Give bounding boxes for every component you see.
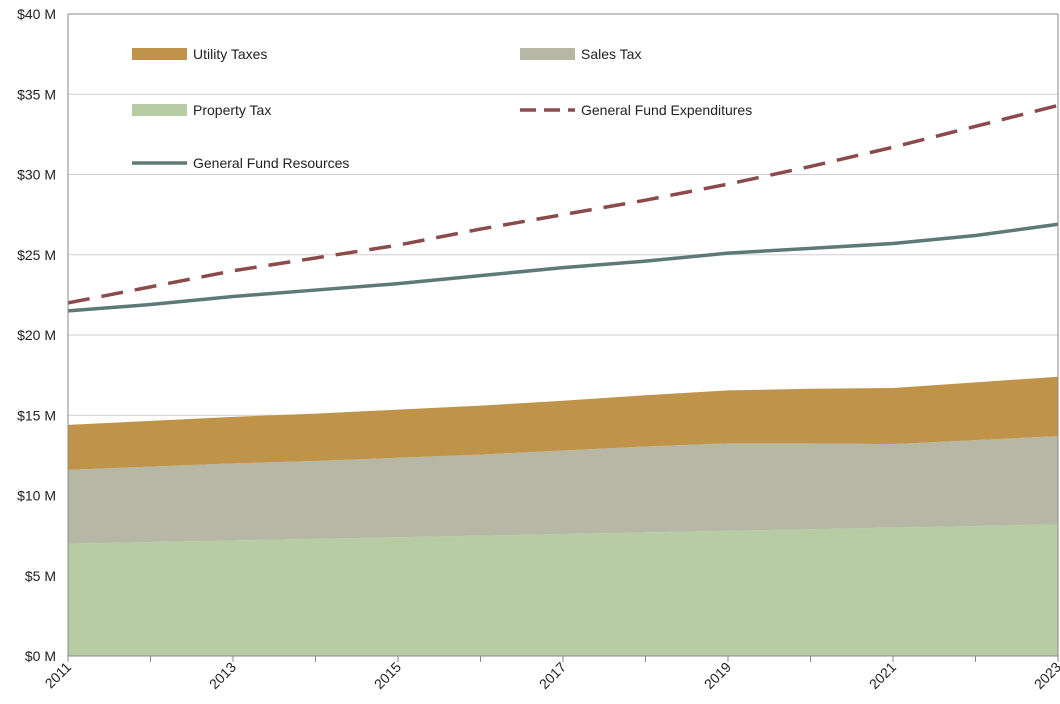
line-general-fund-resources xyxy=(67,222,1059,313)
legend-item: Utility Taxes xyxy=(132,46,267,62)
legend-label: General Fund Resources xyxy=(193,155,349,171)
area-property-tax xyxy=(68,524,1058,656)
y-tick-label: $0 M xyxy=(25,648,56,664)
x-tick-label: 2015 xyxy=(371,659,404,692)
y-tick-label: $20 M xyxy=(17,327,56,343)
legend-swatch xyxy=(132,104,187,116)
legend-label: Property Tax xyxy=(193,102,271,118)
y-tick-label: $35 M xyxy=(17,86,56,102)
y-tick-label: $25 M xyxy=(17,247,56,263)
legend-swatch xyxy=(132,48,187,60)
area-sales-tax xyxy=(68,436,1058,544)
x-tick-label: 2017 xyxy=(536,659,569,692)
y-tick-label: $30 M xyxy=(17,167,56,183)
y-tick-label: $15 M xyxy=(17,407,56,423)
y-tick-label: $40 M xyxy=(17,6,56,22)
x-tick-label: 2019 xyxy=(701,659,734,692)
legend-swatch xyxy=(520,48,575,60)
legend-item: General Fund Expenditures xyxy=(520,102,752,118)
legend-label: General Fund Expenditures xyxy=(581,102,752,118)
line-general-fund-expenditures xyxy=(67,103,1059,305)
stacked-areas xyxy=(68,376,1058,656)
legend: Utility Taxes Sales Tax Property Tax Genera… xyxy=(132,46,752,171)
x-tick-label: 2023 xyxy=(1031,659,1060,692)
y-tick-label: $5 M xyxy=(25,568,56,584)
legend-item: General Fund Resources xyxy=(132,155,349,171)
y-tick-label: $10 M xyxy=(17,488,56,504)
legend-item: Sales Tax xyxy=(520,46,641,62)
x-tick-label: 2021 xyxy=(866,659,899,692)
legend-label: Sales Tax xyxy=(581,46,641,62)
axes: $0 M $5 M $10 M $15 M $20 M $25 M $30 M $35 M $4… xyxy=(17,6,1060,692)
series-lines xyxy=(67,103,1059,313)
legend-item: Property Tax xyxy=(132,102,271,118)
x-tick-label: 2013 xyxy=(206,659,239,692)
legend-label: Utility Taxes xyxy=(193,46,267,62)
area-utility-taxes xyxy=(68,376,1058,470)
